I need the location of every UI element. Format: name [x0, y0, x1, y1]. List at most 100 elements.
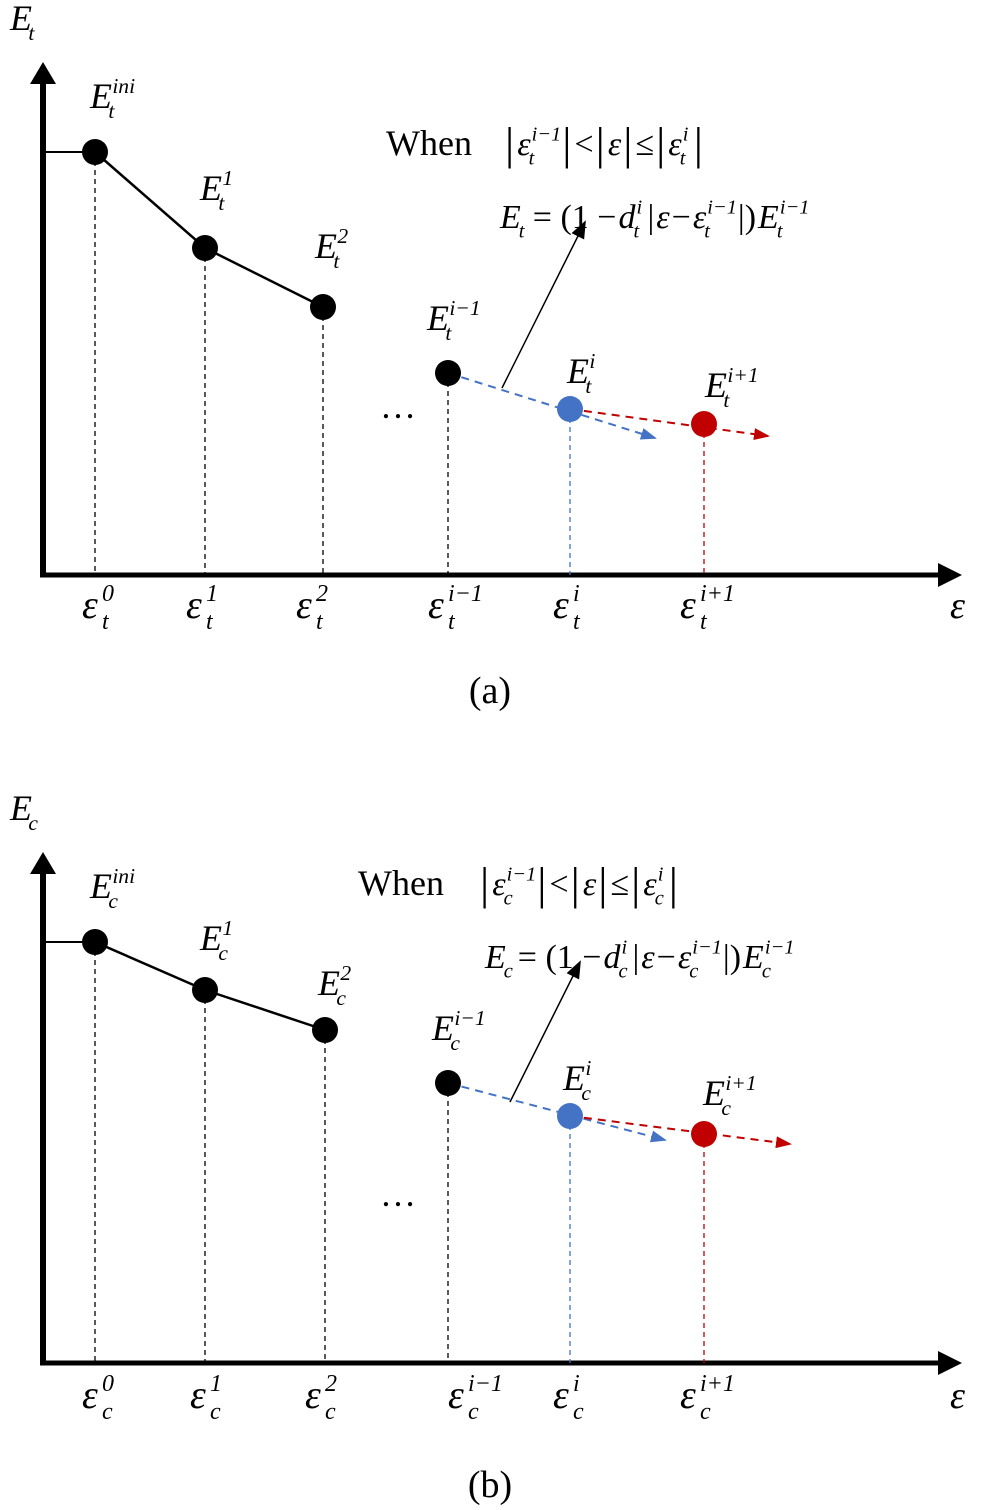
tick-label-sup: i+1 — [700, 581, 735, 607]
tick-label-base: ε — [296, 582, 312, 627]
condition-formula-token: ε — [668, 126, 682, 163]
tick-label-sub: c — [700, 1399, 711, 1425]
condition-formula-token: | — [694, 118, 703, 169]
tick-label-sup: 1 — [210, 1371, 222, 1397]
point-label-sup: i — [585, 1056, 591, 1080]
stiffness-equation-token: d — [603, 939, 621, 976]
condition-formula-sup: i — [683, 124, 689, 146]
stiffness-equation-sub: t — [633, 221, 640, 243]
when-label: When — [386, 123, 472, 163]
stiffness-equation-token: | — [647, 199, 654, 236]
stiffness-equation-token: ε — [656, 199, 670, 236]
point-label-base: E — [314, 226, 337, 266]
stiffness-equation-token: |) — [738, 199, 756, 236]
x-axis-arrowhead — [938, 563, 962, 587]
point-label-sup: i+1 — [727, 363, 758, 387]
stiffness-equation-sup: i−1 — [692, 937, 722, 959]
point-label-sup: ini — [112, 74, 135, 98]
condition-formula-token: ε — [492, 866, 506, 903]
stiffness-equation-token: ε — [693, 199, 707, 236]
tick-label-sub: c — [210, 1399, 221, 1425]
point-label: Eini c — [89, 864, 135, 913]
tick-label-base: ε — [448, 1372, 464, 1417]
point-label-sub: t — [585, 374, 592, 398]
point-label-sup: i — [589, 349, 595, 373]
point-label-sub: c — [336, 986, 346, 1010]
tick-label-sub: t — [206, 609, 214, 635]
condition-formula-token: | — [631, 858, 640, 909]
point-label: Ei−1 c — [431, 1006, 486, 1055]
condition-formula-token: | — [571, 858, 580, 909]
stiffness-equation-sub: c — [762, 961, 771, 983]
blue-trend-arrow — [447, 372, 657, 440]
tick-label-sup: i — [573, 1371, 580, 1397]
x-axis-arrowhead — [938, 1351, 962, 1375]
blue-trend-arrow — [447, 1082, 667, 1143]
point-label-sub: c — [450, 1031, 460, 1055]
when-label: When — [358, 863, 444, 903]
tick-label-sup: i — [573, 581, 580, 607]
point-label-base: E — [562, 1058, 585, 1098]
data-point — [192, 977, 218, 1003]
y-axis-label-sub: t — [28, 21, 35, 45]
condition-formula: | ε i−1c | < | ε | ≤ | ε ic | — [480, 858, 678, 909]
point-label-sub: c — [108, 889, 118, 913]
y-axis-label: Ec — [9, 788, 38, 835]
data-point — [557, 1103, 583, 1129]
tick-label-sup: 1 — [206, 581, 218, 607]
condition-formula-token: ε — [608, 126, 622, 163]
condition-formula-token: | — [562, 118, 571, 169]
tick-label-base: ε — [680, 1372, 696, 1417]
condition-formula-token: ε — [583, 866, 597, 903]
point-label: Ei t — [566, 349, 595, 398]
tick-label-sup: 2 — [316, 581, 328, 607]
data-point — [435, 1070, 461, 1096]
condition-formula: | ε i−1t | < | ε | ≤ | ε it | — [505, 118, 703, 169]
stiffness-equation-token: d — [618, 199, 636, 236]
stiffness-equation-sub: t — [519, 221, 526, 243]
condition-formula-sup: i−1 — [532, 124, 562, 146]
red-trend-arrow — [569, 1115, 792, 1149]
condition-formula-sup: i−1 — [507, 864, 537, 886]
condition-formula-token: | — [505, 118, 514, 169]
panel-caption: (a) — [469, 670, 511, 712]
stiffness-equation-sub: t — [704, 221, 711, 243]
point-label-base: E — [566, 351, 589, 391]
point-label-sub: t — [723, 388, 730, 412]
data-point — [192, 235, 218, 261]
point-label-sup: i−1 — [449, 296, 480, 320]
condition-formula-token: | — [598, 858, 607, 909]
tick-label-sup: 0 — [102, 1371, 114, 1397]
point-label-base: E — [89, 866, 112, 906]
ellipsis: … — [380, 1174, 416, 1214]
stiffness-equation-sub: c — [689, 961, 698, 983]
tick-label-base: ε — [305, 1372, 321, 1417]
panel-caption: (b) — [468, 1464, 512, 1506]
tick-label-base: ε — [428, 582, 444, 627]
condition-formula-token: | — [656, 118, 665, 169]
tick-label-sub: t — [700, 609, 708, 635]
point-label-sup: 2 — [340, 961, 351, 985]
point-label-sub: t — [445, 321, 452, 345]
data-point — [312, 1017, 338, 1043]
stiffness-equation-token: ε — [641, 939, 655, 976]
tick-label-sup: i+1 — [700, 1371, 735, 1397]
point-label-sup: i+1 — [725, 1071, 756, 1095]
condition-formula-token: | — [537, 858, 546, 909]
point-label-sup: 2 — [337, 224, 348, 248]
tick-label-base: ε — [553, 1372, 569, 1417]
data-point — [557, 396, 583, 422]
data-point — [691, 1121, 717, 1147]
point-label-base: E — [317, 963, 340, 1003]
point-label-sup: i−1 — [454, 1006, 485, 1030]
stiffness-equation-sub: c — [504, 961, 513, 983]
condition-formula-sup: i — [658, 864, 664, 886]
y-axis-label-base: E — [9, 0, 32, 38]
